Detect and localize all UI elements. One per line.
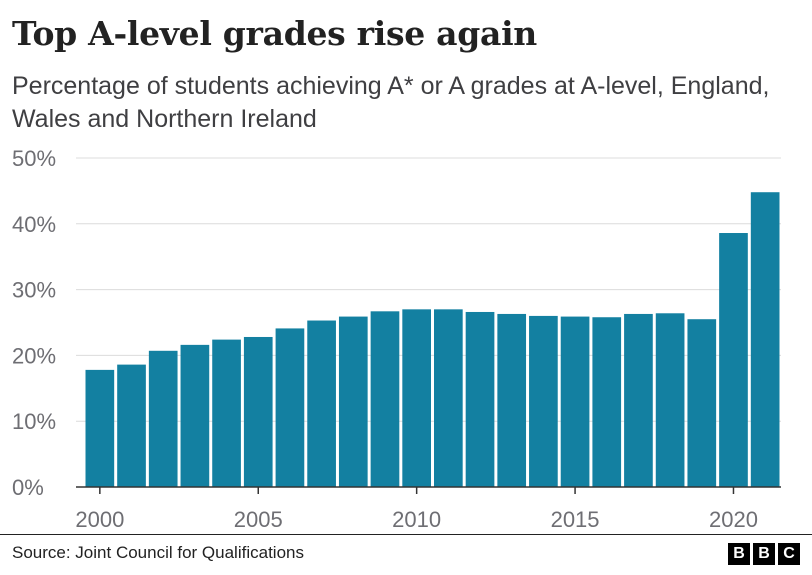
- y-tick-label: 30%: [12, 278, 56, 303]
- bar: [148, 350, 178, 487]
- bar: [592, 317, 622, 487]
- bar: [529, 315, 558, 487]
- x-axis: [76, 486, 781, 494]
- bar-chart: 0% 10% 20% 30% 40% 50% 2000 2005 2010 2015 2020: [12, 146, 781, 532]
- x-tick-label: 2010: [392, 507, 441, 532]
- bar: [687, 319, 717, 487]
- bar: [117, 364, 146, 487]
- footer-divider: [0, 534, 812, 535]
- bar: [624, 313, 653, 487]
- bar: [275, 328, 305, 487]
- bar: [338, 316, 368, 487]
- y-tick-label: 0%: [12, 475, 44, 500]
- source-note: Source: Joint Council for Qualifications: [12, 543, 304, 562]
- bar: [434, 309, 463, 487]
- bar: [243, 336, 273, 487]
- chart-subtitle: Percentage of students achieving A* or A…: [12, 72, 770, 133]
- y-tick-label: 50%: [12, 146, 56, 171]
- x-tick-label: 2015: [551, 507, 600, 532]
- y-tick-label: 40%: [12, 212, 56, 237]
- bar: [212, 339, 241, 487]
- bars: [85, 192, 780, 487]
- x-tick-label: 2000: [75, 507, 124, 532]
- bar: [307, 320, 336, 487]
- bar: [497, 313, 527, 487]
- y-axis-labels: 0% 10% 20% 30% 40% 50%: [12, 146, 56, 500]
- bar: [655, 313, 685, 487]
- bar: [402, 309, 431, 487]
- bbc-logo: B B C: [728, 543, 800, 565]
- bar: [560, 316, 590, 487]
- chart-title: Top A-level grades rise again: [12, 14, 538, 53]
- bbc-logo-letter: C: [778, 543, 800, 565]
- bar: [370, 311, 400, 487]
- bar: [465, 311, 495, 487]
- bbc-logo-letter: B: [728, 543, 750, 565]
- y-tick-label: 20%: [12, 343, 56, 368]
- bar: [750, 192, 780, 487]
- x-axis-labels: 2000 2005 2010 2015 2020: [75, 507, 758, 532]
- x-tick-label: 2020: [709, 507, 758, 532]
- bbc-logo-letter: B: [753, 543, 775, 565]
- x-tick-label: 2005: [234, 507, 283, 532]
- bar: [180, 344, 210, 487]
- bar: [85, 369, 115, 487]
- y-tick-label: 10%: [12, 409, 56, 434]
- bar: [719, 233, 748, 487]
